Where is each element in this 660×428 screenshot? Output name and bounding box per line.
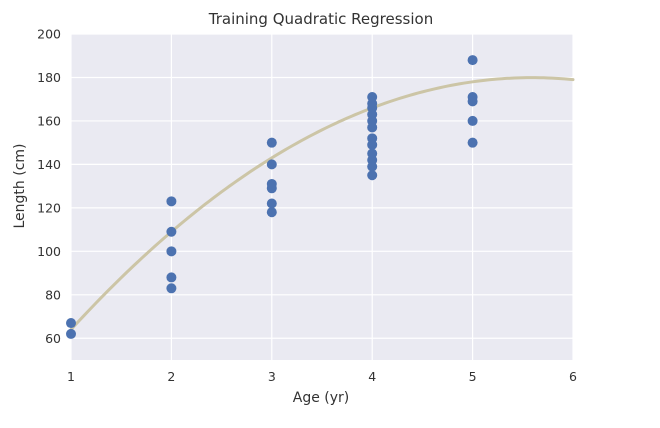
y-tick-label: 180 xyxy=(37,70,61,85)
data-point xyxy=(266,207,277,218)
y-tick-label: 80 xyxy=(45,287,61,302)
data-point xyxy=(66,318,76,329)
data-point xyxy=(367,161,378,172)
y-tick-label: 160 xyxy=(37,113,61,128)
y-tick-labels: 60 80 100 120 140 160 180 200 xyxy=(37,27,61,346)
data-point xyxy=(467,137,478,148)
y-tick-label: 200 xyxy=(37,27,61,42)
plot-area xyxy=(71,34,573,360)
y-tick-label: 100 xyxy=(37,244,61,259)
data-point xyxy=(467,96,478,107)
data-point xyxy=(166,246,177,257)
x-tick-label: 2 xyxy=(167,369,175,384)
data-point xyxy=(66,328,76,339)
data-point xyxy=(467,115,478,126)
x-tick-labels: 1 2 3 4 5 6 xyxy=(67,369,577,384)
data-point xyxy=(166,196,177,207)
x-tick-label: 1 xyxy=(67,369,75,384)
data-point xyxy=(266,183,277,194)
x-tick-label: 4 xyxy=(368,369,376,384)
grid xyxy=(70,33,574,360)
data-point xyxy=(367,122,378,133)
data-point xyxy=(367,170,378,181)
data-point xyxy=(166,283,177,294)
fit-line-layer xyxy=(69,76,575,332)
chart-title: Training Quadratic Regression xyxy=(208,10,433,28)
data-point xyxy=(266,198,277,209)
x-axis-label: Age (yr) xyxy=(293,390,350,406)
data-point xyxy=(166,226,177,237)
x-tick-label: 5 xyxy=(469,369,477,384)
y-axis-label: Length (cm) xyxy=(12,144,28,229)
x-tick-label: 3 xyxy=(268,369,276,384)
data-point xyxy=(467,55,478,66)
y-tick-label: 60 xyxy=(45,331,61,346)
x-tick-label: 6 xyxy=(569,369,577,384)
fit-line xyxy=(69,76,575,332)
data-point xyxy=(266,159,277,170)
y-tick-label: 120 xyxy=(37,200,61,215)
data-point xyxy=(166,272,177,283)
y-tick-label: 140 xyxy=(37,157,61,172)
points-layer xyxy=(66,55,478,339)
data-point xyxy=(266,137,277,148)
data-point xyxy=(367,139,378,150)
